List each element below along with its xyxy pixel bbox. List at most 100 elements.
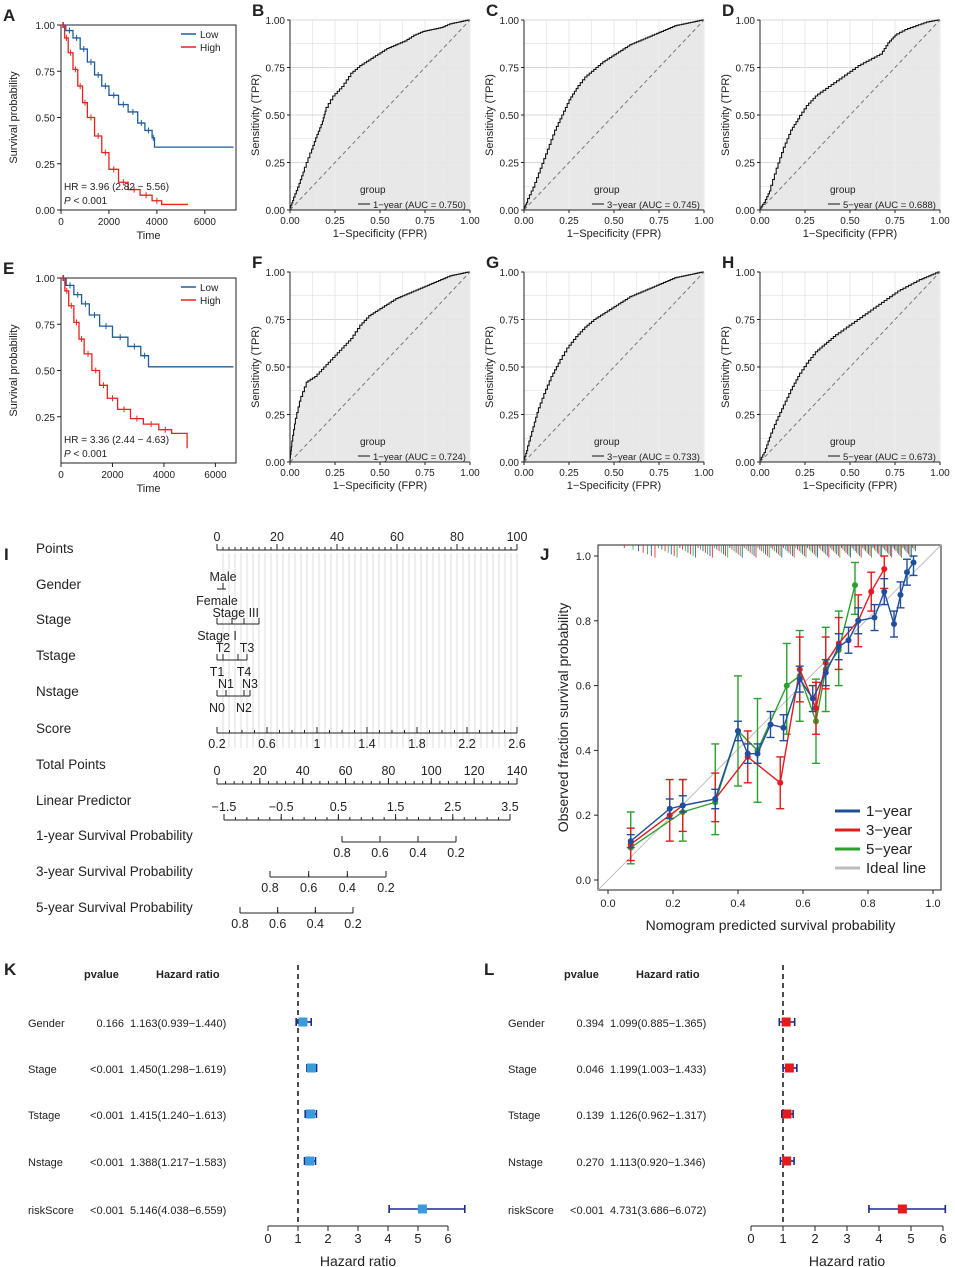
surv5-tick-label: 0.2 — [344, 917, 361, 931]
x-tick-label: 0.00 — [280, 216, 300, 227]
hr-annotation: HR = 3.96 (2.82 − 5.56) — [64, 182, 169, 193]
x-axis-label: 1−Specificity (FPR) — [803, 228, 897, 240]
hr-point — [897, 1204, 907, 1214]
y-tick-label: 0.25 — [500, 159, 520, 170]
y-tick-label: 1.00 — [500, 268, 520, 279]
y-tick-label: 0.00 — [500, 206, 520, 217]
row-name: Tstage — [28, 1110, 60, 1122]
y-tick-label: 0.00 — [736, 206, 756, 217]
row-hr-text: 4.731(3.686−6.072) — [610, 1205, 706, 1217]
x-tick-label: 6000 — [194, 217, 217, 228]
x-tick-label: 1.00 — [460, 216, 480, 227]
y-axis-label: Observed fraction survival probability — [555, 603, 571, 833]
x-tick-label: 2 — [324, 1231, 331, 1246]
y-tick-label: 0.25 — [266, 159, 286, 170]
nomogram-row-label: Points — [36, 541, 74, 556]
y-tick-label: 1.00 — [266, 16, 286, 27]
y-tick-label: 0.50 — [500, 111, 520, 122]
x-tick-label: 0.6 — [795, 898, 810, 910]
nstage-label-n1: N1 — [218, 677, 234, 691]
x-tick-label: 0.50 — [604, 468, 624, 479]
y-tick-label: 0.00 — [736, 458, 756, 469]
hr-point — [782, 1109, 792, 1119]
roc-diagonal — [759, 19, 941, 211]
km-curve-low — [61, 277, 234, 368]
x-tick-label: 2 — [811, 1231, 818, 1246]
p-annotation: P < 0.001 — [64, 449, 108, 460]
panel-label: I — [4, 545, 9, 564]
legend-title: group — [594, 437, 620, 448]
hr-point — [782, 1156, 792, 1166]
row-pvalue: 0.394 — [576, 1018, 604, 1030]
x-tick-label: 0.00 — [514, 468, 534, 479]
y-tick-label: 1.00 — [736, 16, 756, 27]
x-tick-label: 4000 — [146, 217, 169, 228]
x-tick-label: 0.75 — [885, 468, 905, 479]
cal-1y-point — [796, 676, 803, 683]
x-tick-label: 0.75 — [415, 216, 435, 227]
legend-label: 5−year — [866, 841, 912, 858]
panel-label: L — [484, 960, 494, 979]
y-tick-label: 0.25 — [736, 159, 756, 170]
points-tick-label: 0 — [214, 530, 221, 544]
surv1-tick-label: 0.2 — [447, 846, 464, 860]
legend-title: group — [360, 185, 386, 196]
nomogram-row-label: 1-year Survival Probability — [36, 828, 193, 843]
y-tick-label: 0.50 — [500, 363, 520, 374]
nomogram-row-label: Tstage — [36, 648, 76, 663]
roc-curve — [289, 19, 470, 210]
x-tick-label: 0.00 — [280, 468, 300, 479]
x-tick-label: 0 — [264, 1231, 271, 1246]
legend-label-high: High — [200, 296, 221, 307]
pvalue-header: pvalue — [84, 969, 119, 981]
tstage-label-t2: T2 — [216, 641, 231, 655]
row-name: Stage — [28, 1064, 57, 1076]
y-tick-label: 1.00 — [500, 16, 520, 27]
y-tick-label: 0.50 — [36, 114, 56, 125]
legend-label: Ideal line — [866, 860, 926, 877]
panel-label: B — [252, 1, 264, 20]
row-pvalue: <0.001 — [90, 1110, 124, 1122]
x-tick-label: 0.25 — [325, 216, 345, 227]
cal-5y-point — [852, 582, 858, 589]
x-tick-label: 0.00 — [750, 216, 770, 227]
nomogram-row-label: Linear Predictor — [36, 793, 132, 808]
x-axis-label: 1−Specificity (FPR) — [803, 480, 897, 492]
legend-label: 5−year (AUC = 0.673) — [843, 452, 936, 463]
y-tick-label: 0.2 — [576, 810, 591, 822]
x-tick-label: 4 — [384, 1231, 391, 1246]
cal-1y-point — [910, 559, 917, 566]
km-curve-high — [61, 277, 188, 449]
row-pvalue: <0.001 — [570, 1205, 604, 1217]
hr-point — [298, 1017, 308, 1027]
x-tick-label: 6 — [939, 1231, 946, 1246]
y-tick-label: 0.50 — [736, 111, 756, 122]
y-tick-label: 0.6 — [576, 681, 591, 693]
hr-point — [307, 1063, 316, 1073]
tstage-label-t4: T4 — [237, 665, 252, 679]
x-tick-label: 4000 — [153, 470, 176, 481]
row-name: Stage — [508, 1064, 537, 1076]
nstage-label-n3: N3 — [242, 677, 258, 691]
y-tick-label: 1.0 — [576, 551, 591, 563]
score-tick-label: 2.2 — [458, 737, 475, 751]
y-axis-label: Survival probability — [8, 71, 20, 164]
y-tick-label: 0.00 — [36, 206, 56, 217]
surv1-tick-label: 0.6 — [371, 846, 388, 860]
cal-3y-point — [881, 565, 888, 572]
hr-point — [784, 1063, 794, 1073]
x-tick-label: 0.2 — [665, 898, 680, 910]
row-hr-text: 1.388(1.217−1.583) — [130, 1157, 226, 1169]
y-tick-label: 1.00 — [736, 268, 756, 279]
roc-diagonal — [759, 271, 941, 463]
surv3-tick-label: 0.2 — [377, 881, 394, 895]
score-tick-label: 2.6 — [508, 737, 525, 751]
legend-label: 3−year (AUC = 0.745) — [607, 200, 700, 211]
cal-1y-point — [627, 838, 634, 845]
total-points-tick-label: 120 — [464, 764, 485, 778]
y-tick-label: 0.25 — [736, 411, 756, 422]
panel-label: E — [3, 259, 14, 278]
total-points-tick-label: 60 — [339, 764, 353, 778]
x-tick-label: 0.50 — [370, 468, 390, 479]
